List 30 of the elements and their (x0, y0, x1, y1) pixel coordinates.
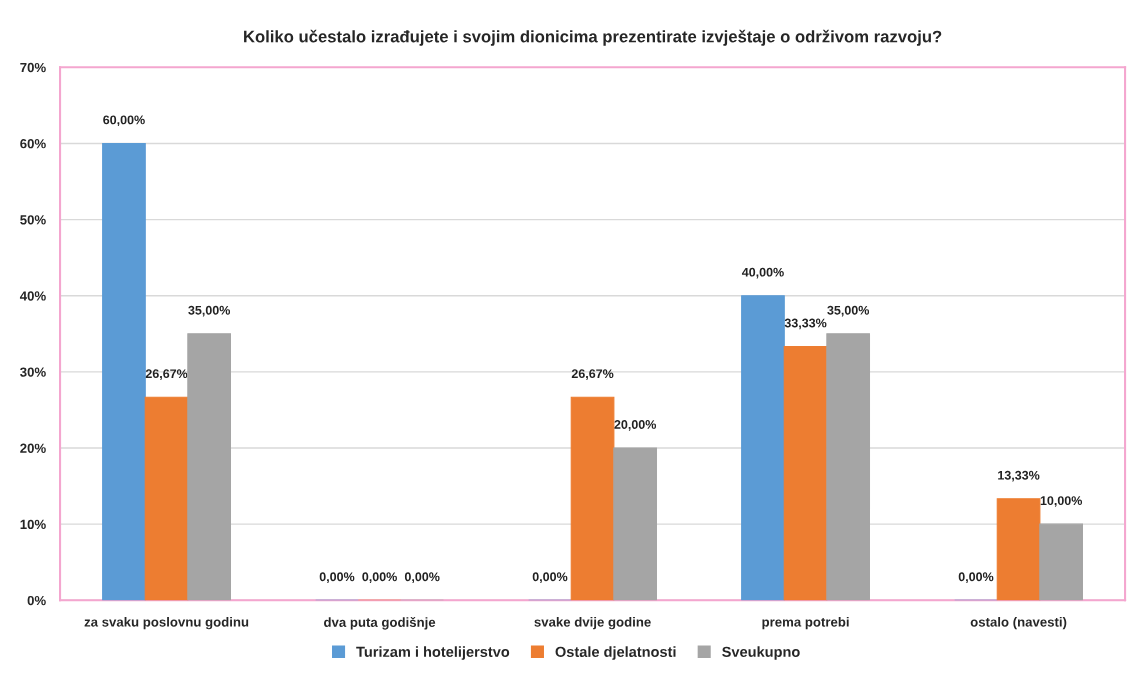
legend-label: Ostale djelatnosti (555, 646, 676, 660)
x-tick-label: ostalo (navesti) (970, 616, 1067, 630)
data-label: 0,00% (532, 572, 568, 583)
y-tick-label: 20% (20, 443, 46, 453)
data-label: 60,00% (103, 115, 145, 127)
y-tick-label: 70% (20, 62, 46, 73)
y-tick-label: 50% (20, 215, 46, 225)
x-tick-label: prema potrebi (762, 616, 849, 630)
data-label: 20,00% (614, 420, 657, 431)
x-tick-label: dva puta godišnje (324, 616, 436, 630)
y-tick-label: 0% (27, 595, 46, 606)
chart-title: Koliko učestalo izrađujete i svojim dionicima prezentirate izvještaje o održivom razvoju? (244, 29, 942, 46)
data-label: 35,00% (188, 305, 231, 317)
y-tick-label: 10% (20, 519, 46, 530)
x-tick-label: svake dvije godine (534, 616, 651, 630)
y-tick-label: 30% (20, 367, 46, 377)
data-label: 0,00% (319, 572, 355, 583)
data-label: 0,00% (958, 572, 994, 583)
data-label: 13,33% (998, 470, 1040, 482)
y-tick-label: 60% (20, 139, 46, 149)
data-label: 0,00% (404, 572, 440, 583)
legend-label: Sveukupno (722, 646, 800, 660)
data-label: 40,00% (741, 267, 784, 279)
data-label: 0,00% (362, 572, 397, 583)
y-tick-label: 40% (19, 291, 46, 301)
x-tick-label: za svaku poslovnu godinu (84, 616, 249, 630)
legend-label: Turizam i hotelijerstvo (356, 646, 510, 660)
data-label: 10,00% (1040, 496, 1083, 507)
data-label: 35,00% (827, 305, 870, 317)
data-label: 26,67% (571, 369, 614, 380)
